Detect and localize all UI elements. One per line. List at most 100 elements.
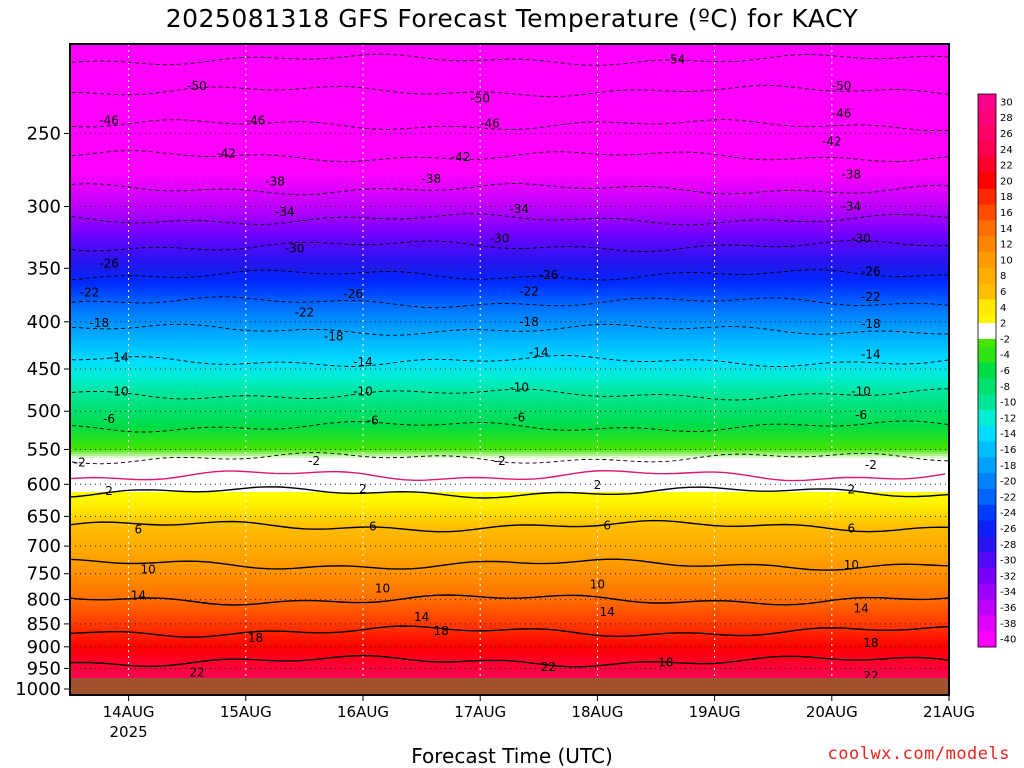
y-tick-label: 950 — [27, 658, 61, 679]
temperature-band — [70, 618, 949, 621]
temperature-band — [70, 350, 949, 353]
temperature-band — [70, 252, 949, 255]
temperature-band — [70, 366, 949, 369]
temperature-band — [70, 308, 949, 311]
colorbar-swatch — [978, 615, 996, 632]
colorbar-swatch — [978, 267, 996, 284]
colorbar-label: -10 — [1000, 398, 1016, 409]
colorbar-label: 22 — [1000, 161, 1013, 172]
temperature-band — [70, 160, 949, 163]
colorbar-swatch — [978, 473, 996, 490]
temperature-band — [70, 614, 949, 617]
colorbar-label: -6 — [1000, 366, 1010, 377]
temperature-band — [70, 218, 949, 221]
colorbar-label: 12 — [1000, 240, 1013, 251]
temperature-band — [70, 120, 949, 123]
temperature-band — [70, 140, 949, 143]
colorbar-label: 2 — [1000, 319, 1006, 330]
temperature-band — [70, 672, 949, 675]
credit-link[interactable]: coolwx.com/models — [827, 744, 1010, 764]
contour-label: -6 — [103, 412, 115, 426]
temperature-band — [70, 336, 949, 339]
temperature-band — [70, 164, 949, 167]
contour-line — [70, 654, 949, 668]
temperature-band — [70, 64, 949, 67]
temperature-band — [70, 484, 949, 487]
contour-label: 14 — [131, 589, 146, 603]
temperature-band — [70, 158, 949, 161]
temperature-band — [70, 46, 949, 49]
y-tick-label: 750 — [27, 564, 61, 585]
contour-label: 2 — [594, 478, 602, 492]
temperature-band — [70, 570, 949, 573]
temperature-band — [70, 634, 949, 637]
temperature-band — [70, 472, 949, 475]
temperature-band — [70, 486, 949, 489]
temperature-band — [70, 394, 949, 397]
colorbar-label: -30 — [1000, 556, 1016, 567]
contour-line — [70, 269, 949, 281]
temperature-band — [70, 462, 949, 465]
colorbar-label: -18 — [1000, 461, 1016, 472]
temperature-band — [70, 464, 949, 467]
temperature-band — [70, 290, 949, 293]
temperature-band — [70, 662, 949, 665]
temperature-band — [70, 144, 949, 147]
contour-label: 2 — [105, 484, 113, 498]
temperature-band — [70, 76, 949, 79]
contour-label: 18 — [433, 624, 448, 638]
temperature-band — [70, 636, 949, 639]
colorbar-swatch — [978, 141, 996, 158]
contour-label: -14 — [529, 346, 549, 360]
temperature-band — [70, 376, 949, 379]
colorbar-label: 26 — [1000, 129, 1013, 140]
temperature-band — [70, 226, 949, 229]
temperature-band — [70, 396, 949, 399]
temperature-band — [70, 332, 949, 335]
contour-label: -42 — [216, 147, 236, 161]
temperature-band — [70, 400, 949, 403]
y-tick-label: 850 — [27, 614, 61, 635]
temperature-band — [70, 656, 949, 659]
colorbar-swatch — [978, 536, 996, 553]
temperature-band — [70, 324, 949, 327]
colorbar-swatch — [978, 94, 996, 111]
temperature-band — [70, 346, 949, 349]
contour-line — [70, 296, 949, 309]
contour-label: -2 — [865, 458, 877, 472]
contour-line — [70, 323, 949, 336]
temperature-band — [70, 188, 949, 191]
temperature-band — [70, 98, 949, 101]
temperature-band — [70, 198, 949, 201]
contour-label: 10 — [140, 562, 155, 576]
temperature-band — [70, 528, 949, 531]
temperature-band — [70, 86, 949, 89]
temperature-band — [70, 600, 949, 603]
temperature-band — [70, 204, 949, 207]
temperature-band — [70, 186, 949, 189]
colorbar-label: -26 — [1000, 524, 1016, 535]
temperature-band — [70, 326, 949, 329]
y-tick-label: 450 — [27, 359, 61, 380]
colorbar-swatch — [978, 157, 996, 174]
temperature-band — [70, 360, 949, 363]
temperature-band — [70, 422, 949, 425]
temperature-band — [70, 114, 949, 117]
temperature-band — [70, 362, 949, 365]
temperature-band — [70, 50, 949, 53]
temperature-band — [70, 620, 949, 623]
colorbar-swatch — [978, 283, 996, 300]
contour-label: 18 — [658, 656, 673, 670]
temperature-band — [70, 430, 949, 433]
contour-line — [70, 213, 949, 226]
contour-line — [70, 594, 949, 606]
contour-label: -18 — [324, 330, 344, 344]
y-tick-label: 800 — [27, 590, 61, 611]
temperature-band — [70, 556, 949, 559]
temperature-band — [70, 222, 949, 225]
temperature-band — [70, 338, 949, 341]
contour-line — [70, 85, 949, 98]
temperature-band — [70, 530, 949, 533]
temperature-band — [70, 424, 949, 427]
temperature-band — [70, 522, 949, 525]
